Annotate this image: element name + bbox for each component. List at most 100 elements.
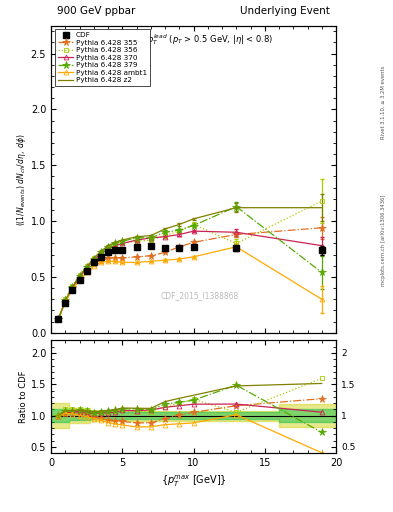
Line: Pythia 6.428 355: Pythia 6.428 355 (54, 224, 325, 323)
Line: CDF: CDF (55, 243, 325, 322)
Pythia 6.428 379 (191, 223, 196, 229)
CDF (134, 244, 139, 250)
Pythia 6.428 356 (106, 245, 110, 251)
Pythia 6.428 z2 (320, 205, 324, 211)
Pythia 6.428 z2 (92, 255, 96, 261)
Pythia 6.428 355 (70, 285, 75, 291)
Pythia 6.428 356 (113, 242, 118, 248)
Pythia 6.428 ambt1 (163, 257, 167, 263)
Pythia 6.428 379 (56, 316, 61, 323)
Line: Pythia 6.428 370: Pythia 6.428 370 (56, 229, 324, 322)
Line: Pythia 6.428 ambt1: Pythia 6.428 ambt1 (56, 244, 324, 322)
Pythia 6.428 379 (120, 238, 125, 244)
Pythia 6.428 379 (320, 269, 324, 275)
Pythia 6.428 z2 (99, 248, 103, 254)
CDF (149, 243, 153, 249)
Pythia 6.428 379 (163, 229, 167, 236)
Text: Underlying Event: Underlying Event (241, 6, 330, 16)
Pythia 6.428 379 (70, 284, 75, 290)
CDF (99, 254, 103, 260)
CDF (92, 260, 96, 266)
Pythia 6.428 355 (120, 255, 125, 261)
CDF (120, 247, 125, 253)
Pythia 6.428 355 (77, 275, 82, 281)
Pythia 6.428 ambt1 (191, 254, 196, 260)
Pythia 6.428 356 (70, 283, 75, 289)
Pythia 6.428 379 (113, 240, 118, 246)
Pythia 6.428 ambt1 (56, 316, 61, 323)
Pythia 6.428 z2 (149, 232, 153, 239)
Pythia 6.428 z2 (113, 239, 118, 245)
CDF (191, 244, 196, 250)
Pythia 6.428 355 (56, 316, 61, 323)
Pythia 6.428 356 (120, 240, 125, 246)
Pythia 6.428 370 (120, 240, 125, 246)
Pythia 6.428 370 (56, 316, 61, 323)
CDF (84, 268, 89, 274)
Pythia 6.428 370 (149, 235, 153, 241)
Pythia 6.428 356 (99, 249, 103, 255)
CDF (234, 245, 239, 251)
Pythia 6.428 ambt1 (92, 263, 96, 269)
Pythia 6.428 379 (106, 244, 110, 250)
Pythia 6.428 356 (56, 316, 61, 323)
Pythia 6.428 ambt1 (177, 256, 182, 262)
Pythia 6.428 370 (63, 298, 68, 305)
Pythia 6.428 355 (134, 254, 139, 260)
Pythia 6.428 z2 (163, 226, 167, 232)
Pythia 6.428 356 (63, 296, 68, 303)
Pythia 6.428 370 (84, 265, 89, 271)
CDF (106, 249, 110, 255)
Pythia 6.428 379 (92, 256, 96, 262)
Text: mcplots.cern.ch [arXiv:1306.3436]: mcplots.cern.ch [arXiv:1306.3436] (381, 195, 386, 286)
Pythia 6.428 ambt1 (106, 258, 110, 264)
CDF (70, 287, 75, 293)
Pythia 6.428 356 (77, 272, 82, 278)
Line: Pythia 6.428 z2: Pythia 6.428 z2 (58, 208, 322, 319)
Pythia 6.428 z2 (134, 233, 139, 240)
Pythia 6.428 356 (163, 232, 167, 239)
Pythia 6.428 379 (63, 297, 68, 304)
Y-axis label: $((1/N_{events})$ $dN_{ch}/d\eta,$ $d\phi)$: $((1/N_{events})$ $dN_{ch}/d\eta,$ $d\ph… (15, 133, 28, 225)
Pythia 6.428 355 (163, 249, 167, 255)
Pythia 6.428 356 (320, 198, 324, 204)
Pythia 6.428 379 (234, 203, 239, 209)
Pythia 6.428 370 (134, 237, 139, 243)
Pythia 6.428 ambt1 (120, 260, 125, 266)
Text: 900 GeV ppbar: 900 GeV ppbar (57, 6, 135, 16)
Line: Pythia 6.428 379: Pythia 6.428 379 (54, 203, 325, 323)
CDF (320, 247, 324, 253)
Pythia 6.428 z2 (70, 284, 75, 290)
Legend: CDF, Pythia 6.428 355, Pythia 6.428 356, Pythia 6.428 370, Pythia 6.428 379, Pyt: CDF, Pythia 6.428 355, Pythia 6.428 356,… (55, 29, 150, 86)
CDF (177, 245, 182, 251)
Pythia 6.428 355 (99, 257, 103, 263)
Pythia 6.428 355 (84, 267, 89, 273)
Pythia 6.428 370 (106, 246, 110, 252)
Pythia 6.428 356 (149, 237, 153, 243)
Pythia 6.428 355 (191, 239, 196, 245)
Pythia 6.428 ambt1 (99, 260, 103, 266)
Pythia 6.428 356 (84, 263, 89, 269)
Text: $\langle N_{ch}\rangle$ vs $p_T^{lead}$ ($p_T$ > 0.5 GeV, $|\eta|$ < 0.8): $\langle N_{ch}\rangle$ vs $p_T^{lead}$ … (114, 32, 274, 47)
CDF (63, 300, 68, 306)
Pythia 6.428 ambt1 (84, 269, 89, 275)
Pythia 6.428 ambt1 (77, 277, 82, 283)
Pythia 6.428 355 (113, 255, 118, 261)
Pythia 6.428 379 (99, 249, 103, 255)
Pythia 6.428 379 (149, 235, 153, 241)
Pythia 6.428 z2 (191, 216, 196, 222)
Pythia 6.428 ambt1 (134, 260, 139, 266)
Pythia 6.428 ambt1 (149, 258, 153, 264)
CDF (163, 245, 167, 251)
Pythia 6.428 356 (234, 240, 239, 246)
Pythia 6.428 370 (163, 233, 167, 240)
Y-axis label: Ratio to CDF: Ratio to CDF (19, 371, 28, 423)
Text: CDF_2015_I1388868: CDF_2015_I1388868 (160, 291, 239, 301)
Pythia 6.428 379 (134, 235, 139, 241)
Pythia 6.428 355 (149, 252, 153, 259)
CDF (77, 277, 82, 283)
Pythia 6.428 ambt1 (63, 298, 68, 305)
Pythia 6.428 355 (320, 225, 324, 231)
Pythia 6.428 379 (84, 264, 89, 270)
Pythia 6.428 z2 (234, 205, 239, 211)
